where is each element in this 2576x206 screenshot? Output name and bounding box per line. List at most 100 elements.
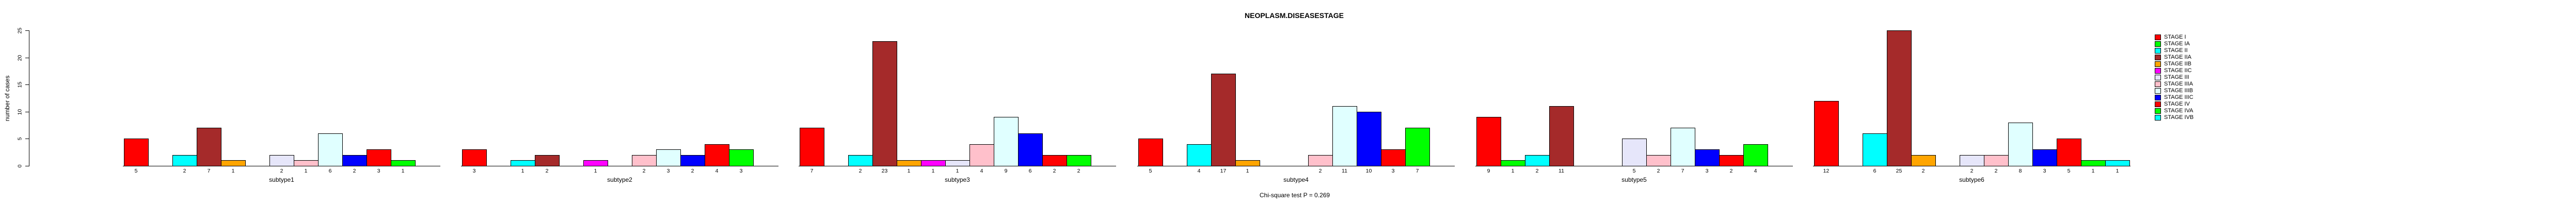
bar-value-label: 6	[328, 168, 332, 174]
bar-value-label: 2	[1970, 168, 1974, 174]
bar-stage-iiia	[1646, 154, 1671, 166]
bar-stage-iiib	[656, 149, 681, 166]
bar-stage-iii	[1622, 139, 1647, 166]
legend-label: STAGE IV	[2164, 101, 2190, 107]
category-label: subtype3	[945, 176, 970, 183]
bar-value-label: 1	[231, 168, 235, 174]
bar-value-label: 12	[1823, 168, 1830, 174]
bar-stage-ia	[1501, 160, 1525, 166]
bar-value-label: 2	[1657, 168, 1660, 174]
bar-stage-ii	[172, 154, 197, 166]
chi-square-note: Chi-square test P = 0.269	[1259, 192, 1330, 199]
bar-stage-iv	[1042, 154, 1067, 166]
legend-swatch	[2155, 95, 2161, 100]
bar-value-label: 17	[1220, 168, 1227, 174]
bar-stage-iva	[391, 160, 416, 166]
bar-value-label: 3	[1391, 168, 1395, 174]
bar-stage-iia	[197, 128, 221, 166]
legend-label: STAGE IVA	[2164, 108, 2193, 114]
bar-stage-iiic	[342, 154, 367, 166]
bar-value-label: 4	[1754, 168, 1757, 174]
bar-value-label: 2	[353, 168, 356, 174]
bar-value-label: 9	[1487, 168, 1490, 174]
bar-stage-iii	[269, 154, 294, 166]
bar-value-label: 5	[134, 168, 138, 174]
legend: STAGE I STAGE IA STAGE II STAGE IIA STAGE II…	[2155, 34, 2193, 121]
bar-value-label: 1	[1246, 168, 1249, 174]
bar-stage-iia	[1887, 30, 1912, 166]
bar-value-label: 3	[1705, 168, 1709, 174]
bar-stage-iib	[1911, 154, 1936, 166]
legend-item: STAGE IIA	[2155, 54, 2193, 61]
legend-item: STAGE IVB	[2155, 114, 2193, 121]
bar-stage-iva	[1067, 154, 1091, 166]
y-tick-label: 20	[17, 55, 23, 61]
bar-value-label: 2	[280, 168, 283, 174]
bar-value-label: 5	[1149, 168, 1152, 174]
legend-item: STAGE IVA	[2155, 108, 2193, 114]
bar-value-label: 10	[1365, 168, 1372, 174]
bar-value-label: 1	[2091, 168, 2095, 174]
bar-value-label: 7	[1416, 168, 1419, 174]
legend-item: STAGE IV	[2155, 101, 2193, 108]
bar-value-label: 2	[1318, 168, 1322, 174]
y-tick-label: 0	[17, 164, 23, 168]
legend-item: STAGE IIB	[2155, 61, 2193, 67]
legend-swatch	[2155, 81, 2161, 87]
legend-item: STAGE IIIA	[2155, 81, 2193, 88]
bar-stage-iva	[1743, 144, 1768, 166]
bar-value-label: 2	[1077, 168, 1080, 174]
y-tick-label: 10	[17, 109, 23, 115]
bar-stage-iii	[945, 160, 970, 166]
bar-stage-iiic	[2032, 149, 2057, 166]
bar-stage-iiib	[318, 133, 343, 166]
bar-value-label: 2	[1535, 168, 1539, 174]
category-label: subtype6	[1959, 176, 1984, 183]
legend-label: STAGE IIIB	[2164, 88, 2193, 94]
bar-value-label: 2	[1921, 168, 1925, 174]
bar-value-label: 11	[1559, 168, 1564, 174]
bar-stage-iiib	[994, 117, 1019, 166]
legend-label: STAGE IVB	[2164, 114, 2194, 121]
chart-title: NEOPLASM.DISEASESTAGE	[1245, 11, 1344, 20]
bar-stage-iv	[1719, 154, 1744, 166]
legend-label: STAGE IIA	[2164, 54, 2191, 60]
bar-stage-iva	[1405, 128, 1430, 166]
bar-value-label: 2	[858, 168, 862, 174]
bar-stage-iv	[705, 144, 729, 166]
y-tick-label: 15	[17, 81, 23, 88]
bar-stage-iiib	[1671, 128, 1695, 166]
category-label: subtype5	[1621, 176, 1647, 183]
bar-value-label: 2	[642, 168, 646, 174]
category-label: subtype4	[1283, 176, 1309, 183]
bar-value-label: 2	[183, 168, 186, 174]
legend-swatch	[2155, 35, 2161, 40]
legend-label: STAGE IA	[2164, 41, 2190, 47]
legend-swatch	[2155, 115, 2161, 121]
bar-stage-iiib	[2008, 122, 2033, 166]
legend-item: STAGE IA	[2155, 41, 2193, 47]
bar-value-label: 3	[666, 168, 670, 174]
bar-stage-i	[1138, 139, 1163, 166]
y-tick-label: 5	[17, 137, 23, 141]
bar-stage-iv	[2057, 139, 2081, 166]
bar-value-label: 6	[1028, 168, 1032, 174]
bar-value-label: 2	[545, 168, 549, 174]
bar-stage-iia	[535, 154, 560, 166]
legend-label: STAGE IIB	[2164, 61, 2191, 67]
y-axis-title: number of cases	[4, 75, 11, 122]
bar-stage-iib	[897, 160, 921, 166]
bar-stage-iic	[583, 160, 608, 166]
bar-value-label: 1	[401, 168, 405, 174]
bar-stage-iia	[872, 41, 897, 166]
bar-stage-iva	[2081, 160, 2106, 166]
bar-value-label: 25	[1896, 168, 1902, 174]
bar-value-label: 11	[1342, 168, 1347, 174]
category-label: subtype1	[269, 176, 294, 183]
legend-item: STAGE I	[2155, 34, 2193, 41]
legend-item: STAGE IIC	[2155, 67, 2193, 74]
legend-swatch	[2155, 101, 2161, 107]
bar-value-label: 1	[931, 168, 935, 174]
legend-label: STAGE IIC	[2164, 67, 2192, 74]
bar-value-label: 3	[2043, 168, 2046, 174]
